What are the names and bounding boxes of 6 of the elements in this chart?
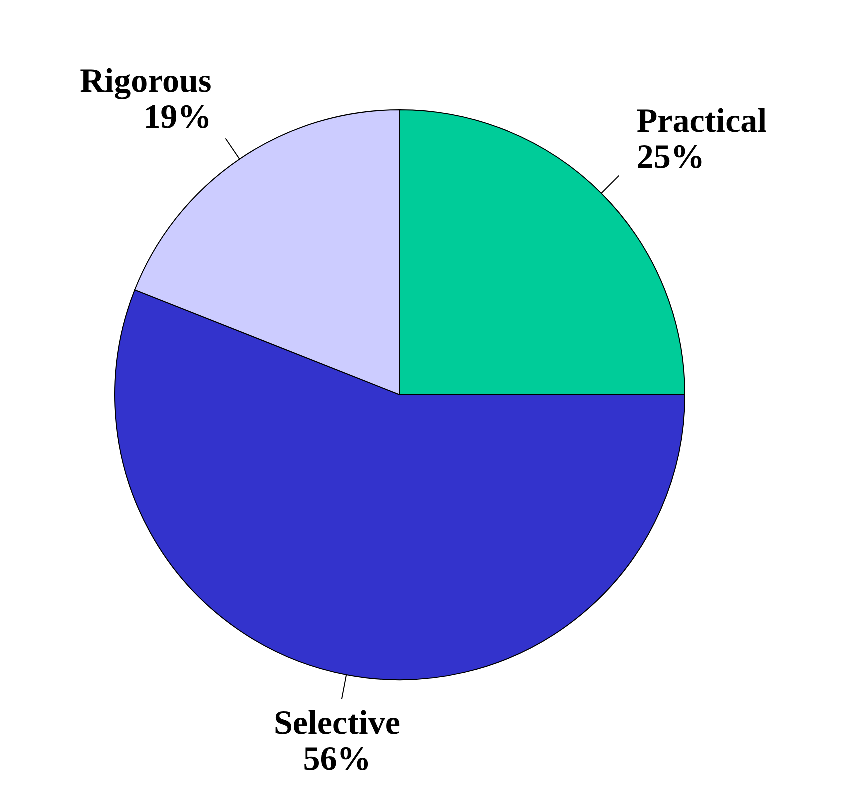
data-label: 25% — [636, 139, 705, 176]
slice-label: Rigorous — [80, 62, 212, 100]
slice-label: Practical — [636, 103, 768, 140]
data-label: 19% — [144, 98, 212, 136]
slice-label: Selective — [274, 705, 400, 742]
data-label: 56% — [303, 741, 372, 778]
